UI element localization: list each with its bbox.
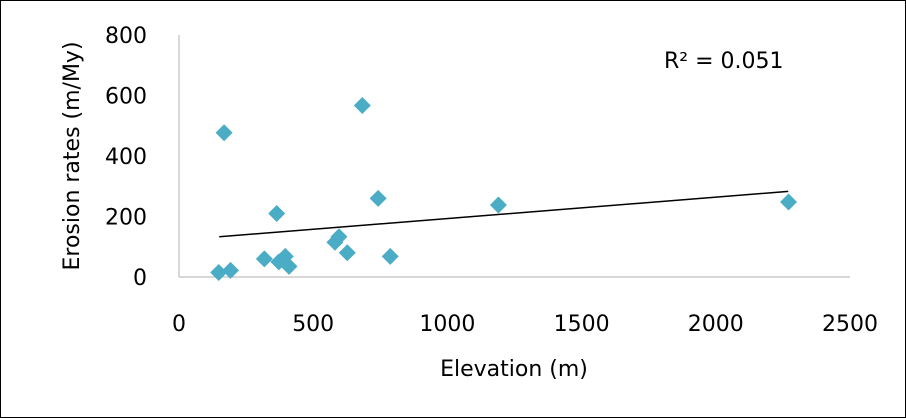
x-tick-label: 500 [292, 312, 334, 337]
trendline [219, 190, 789, 238]
y-tick-label: 200 [105, 206, 147, 231]
y-axis-title: Erosion rates (m/My) [60, 41, 85, 270]
y-tick-label: 600 [105, 85, 147, 110]
x-axis-title: Elevation (m) [440, 357, 588, 382]
data-point [338, 244, 356, 262]
data-point [369, 189, 387, 207]
x-tick-label: 0 [172, 312, 186, 337]
x-tick-label: 1500 [554, 312, 610, 337]
data-point [381, 247, 399, 265]
r-squared-annotation: R² = 0.051 [664, 49, 784, 74]
data-point [280, 257, 298, 275]
x-tick-labels: 0 500 1000 1500 2000 2500 [172, 312, 878, 337]
data-point [489, 196, 507, 214]
data-point [222, 261, 240, 279]
data-point [780, 193, 798, 211]
x-tick-label: 1000 [419, 312, 475, 337]
data-point [210, 263, 228, 281]
y-tick-label: 800 [105, 24, 147, 49]
y-tick-label: 0 [133, 266, 147, 291]
data-point [268, 204, 286, 222]
data-point [353, 96, 371, 114]
x-tick-label: 2000 [688, 312, 744, 337]
data-points [210, 96, 798, 281]
y-tick-labels: 0 200 400 600 800 [105, 24, 147, 291]
data-point [330, 228, 348, 246]
y-tick-label: 400 [105, 145, 147, 170]
axes [178, 35, 850, 278]
data-point [215, 124, 233, 142]
x-tick-label: 2500 [822, 312, 878, 337]
data-point [255, 250, 273, 268]
